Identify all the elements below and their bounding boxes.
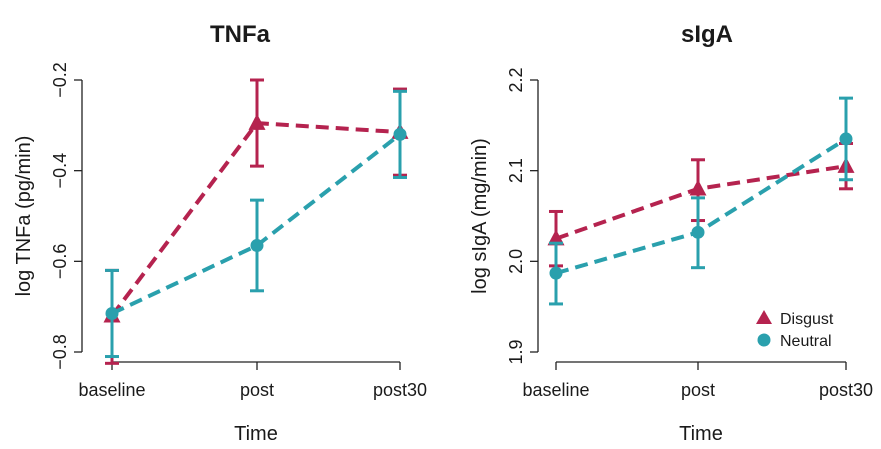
x-tick-label: baseline: [78, 380, 145, 400]
y-tick-label: −0.4: [50, 153, 70, 189]
legend: Disgust Neutral: [756, 310, 834, 350]
legend-marker-triangle: [756, 310, 772, 324]
x-axis-label: Time: [234, 423, 278, 444]
y-tick-label: 1.9: [506, 339, 526, 364]
data-point-circle: [839, 132, 853, 146]
data-point-triangle: [547, 229, 565, 246]
x-tick-label: post30: [819, 380, 873, 400]
legend-label: Neutral: [780, 333, 832, 350]
legend-marker-circle: [757, 333, 771, 347]
chart-panel-1: TNFa −0.8 −0.6 −0.4 −0.2 baseline post post30 Ti…: [13, 21, 427, 445]
series-neutral: [549, 96, 853, 306]
data-point-circle: [549, 266, 563, 280]
x-tick-label: post: [681, 380, 715, 400]
y-tick-label: 2.0: [506, 249, 526, 274]
y-axis-label: log sIgA (mg/min): [469, 138, 491, 294]
y-tick-label: −0.6: [50, 244, 70, 280]
x-axis-label: Time: [679, 423, 723, 444]
legend-label: Disgust: [780, 311, 834, 328]
y-axis-label: log TNFa (pg/min): [13, 136, 35, 297]
x-tick-label: post: [240, 380, 274, 400]
data-point-circle: [250, 238, 264, 252]
series-disgust: [547, 141, 855, 268]
data-point-triangle: [689, 179, 707, 196]
y-tick-label: 2.2: [506, 67, 526, 92]
chart-panel-2: sIgA 1.9 2.0 2.1 2.2 baseline post post30 Time lo…: [469, 21, 873, 445]
data-point-triangle: [248, 113, 266, 130]
data-point-circle: [105, 306, 119, 320]
y-tick-label: −0.2: [50, 62, 70, 98]
series-neutral: [105, 89, 407, 359]
y-tick-label: 2.1: [506, 158, 526, 183]
y-tick-label: −0.8: [50, 334, 70, 370]
chart-title: sIgA: [681, 21, 733, 48]
data-point-circle: [691, 225, 705, 239]
chart-title: TNFa: [210, 21, 271, 48]
x-tick-label: baseline: [522, 380, 589, 400]
x-tick-label: post30: [373, 380, 427, 400]
data-point-circle: [393, 127, 407, 141]
